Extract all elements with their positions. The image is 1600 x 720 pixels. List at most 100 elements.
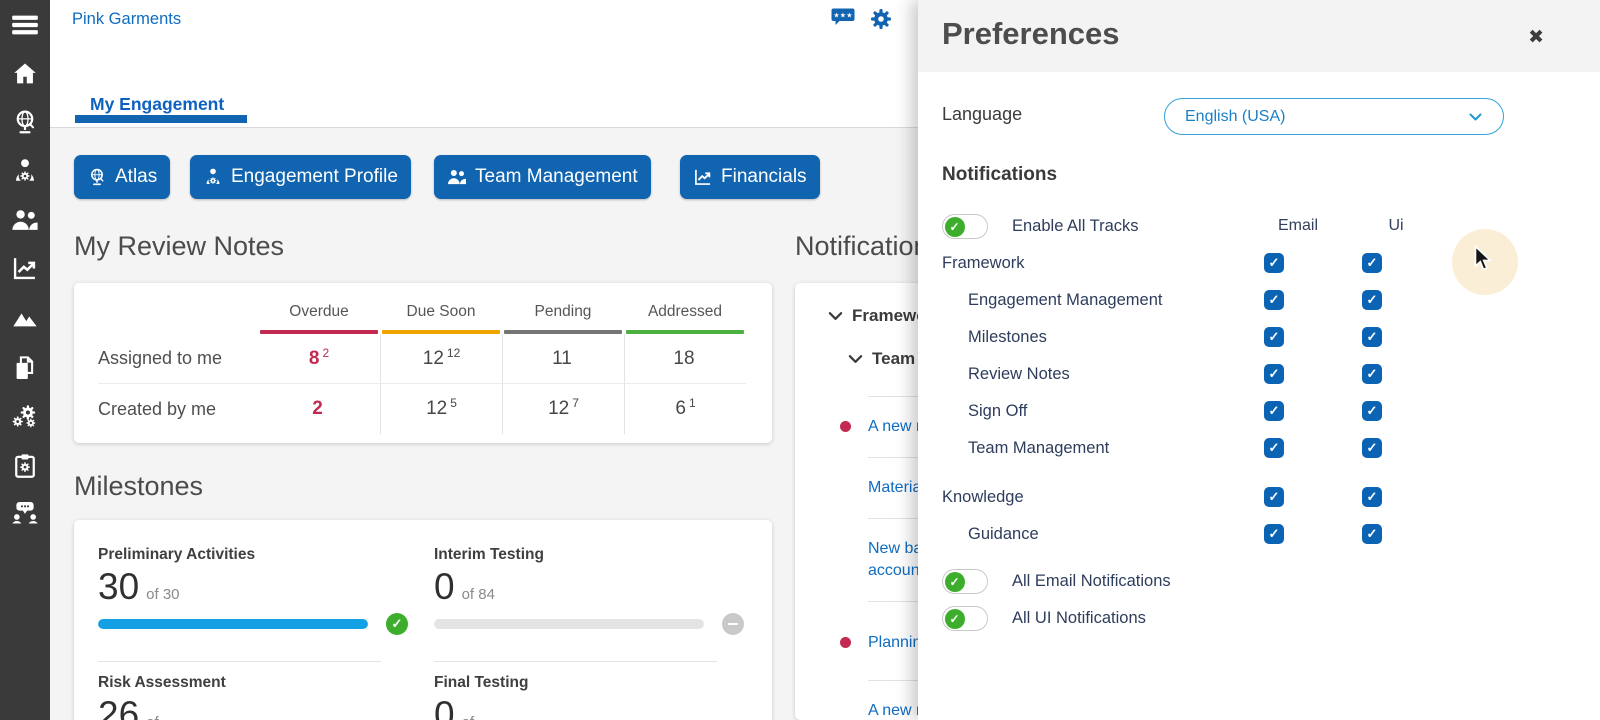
email-checkbox[interactable] — [1264, 290, 1284, 310]
globe-icon — [87, 167, 107, 187]
ui-checkbox[interactable] — [1362, 327, 1382, 347]
track-row-sign-off: Sign Off — [942, 401, 1462, 421]
enable-all-tracks-toggle[interactable] — [942, 214, 988, 239]
active-tab-underline — [75, 115, 247, 123]
email-checkbox[interactable] — [1264, 438, 1284, 458]
divider — [98, 661, 381, 662]
financials-button[interactable]: Financials — [680, 155, 820, 199]
home-icon[interactable] — [11, 60, 39, 88]
notification-tracks: Framework Engagement Management Mileston… — [942, 253, 1462, 561]
track-row-guidance: Guidance — [942, 524, 1462, 544]
ui-checkbox[interactable] — [1362, 253, 1382, 273]
email-checkbox[interactable] — [1264, 364, 1284, 384]
track-row-review-notes: Review Notes — [942, 364, 1462, 384]
table-cell[interactable]: 12 5 — [380, 384, 502, 434]
all-email-notifications-toggle[interactable] — [942, 569, 988, 594]
ui-checkbox[interactable] — [1362, 290, 1382, 310]
notifications-section-heading: Notifications — [942, 164, 1058, 185]
overdue-underline — [260, 330, 378, 334]
feedback-stars-icon[interactable]: ★★★ — [831, 8, 855, 29]
addressed-underline — [626, 330, 744, 334]
table-cell[interactable]: 12 12 — [380, 334, 502, 384]
milestone-column: Preliminary Activities 30 of 30 ✓ Risk As… — [98, 520, 418, 720]
chevron-down-icon — [848, 353, 863, 365]
ui-checkbox[interactable] — [1362, 438, 1382, 458]
atlas-globe-icon[interactable] — [11, 108, 39, 136]
unread-dot — [840, 637, 851, 648]
not-started-minus-icon — [722, 613, 744, 635]
column-header: Due Soon — [406, 303, 476, 320]
pending-underline — [504, 330, 622, 334]
ui-checkbox[interactable] — [1362, 401, 1382, 421]
ui-checkbox[interactable] — [1362, 487, 1382, 507]
track-row-engagement-management: Engagement Management — [942, 290, 1462, 310]
ui-checkbox[interactable] — [1362, 364, 1382, 384]
review-notes-title: My Review Notes — [74, 231, 285, 261]
column-header: Overdue — [289, 303, 349, 320]
all-ui-notifications-toggle[interactable] — [942, 606, 988, 631]
ui-column-header: Ui — [1388, 217, 1404, 234]
atlas-button[interactable]: Atlas — [74, 155, 171, 199]
app-sidebar — [0, 0, 50, 720]
people-icon — [447, 167, 467, 187]
milestone-name: Final Testing — [434, 674, 529, 691]
all-email-notifications-row: All Email Notifications — [942, 569, 1171, 594]
milestones-mountains-icon[interactable] — [11, 303, 39, 331]
preferences-header — [918, 0, 1600, 72]
row-label: Created by me — [98, 398, 217, 419]
email-checkbox[interactable] — [1264, 524, 1284, 544]
due-soon-underline — [382, 330, 500, 334]
team-icon[interactable] — [11, 206, 39, 234]
milestone-name: Preliminary Activities — [98, 546, 256, 563]
table-cell[interactable]: 2 — [312, 398, 323, 419]
trend-chart-icon — [693, 167, 713, 187]
notifications-title: Notifications — [795, 231, 943, 261]
automation-gears-icon[interactable] — [11, 402, 39, 430]
track-row-knowledge: Knowledge — [942, 487, 1462, 507]
financials-chart-icon[interactable] — [11, 254, 39, 282]
language-dropdown[interactable]: English (USA) — [1164, 98, 1504, 135]
notification-group-team[interactable]: Team — [848, 349, 1395, 369]
engagement-profile-button[interactable]: Engagement Profile — [190, 155, 411, 199]
email-checkbox[interactable] — [1264, 487, 1284, 507]
unread-dot — [840, 421, 851, 432]
table-cell[interactable]: 18 — [624, 334, 746, 384]
review-notes-card: Overdue Due Soon Pending Addressed Assig… — [74, 283, 772, 443]
feedback-stars-glyph: ★★★ — [833, 11, 852, 20]
ui-checkbox[interactable] — [1362, 524, 1382, 544]
client-name-link[interactable]: Pink Garments — [72, 10, 182, 28]
progress-bar — [434, 619, 704, 629]
milestone-count: 0 of 84 — [434, 566, 495, 607]
settings-gear-icon[interactable] — [869, 7, 893, 31]
email-column-header: Email — [1277, 217, 1318, 234]
all-ui-notifications-row: All UI Notifications — [942, 606, 1146, 631]
documents-icon[interactable] — [11, 354, 39, 382]
divider — [434, 661, 717, 662]
chevron-down-icon — [828, 310, 843, 322]
email-checkbox[interactable] — [1264, 327, 1284, 347]
close-icon[interactable]: ✖ — [1528, 27, 1544, 48]
engagement-profile-icon[interactable] — [11, 157, 39, 185]
notification-link[interactable]: Planning — [868, 634, 931, 651]
track-row-framework: Framework — [942, 253, 1462, 273]
tab-my-engagement[interactable]: My Engagement — [90, 94, 225, 114]
row-label: Assigned to me — [98, 334, 258, 384]
tasks-clipboard-icon[interactable] — [11, 452, 39, 480]
all-email-notifications-label: All Email Notifications — [1012, 572, 1171, 590]
column-header: Addressed — [647, 303, 723, 320]
table-cell[interactable]: 11 — [502, 334, 624, 384]
table-cell[interactable]: 12 7 — [502, 384, 624, 434]
all-ui-notifications-label: All UI Notifications — [1012, 609, 1146, 627]
chevron-down-icon — [1468, 112, 1483, 122]
collaboration-icon[interactable] — [11, 499, 39, 527]
milestone-count: 26of — [98, 694, 159, 720]
preferences-title: Preferences — [942, 16, 1120, 51]
email-checkbox[interactable] — [1264, 401, 1284, 421]
menu-icon[interactable] — [10, 11, 40, 39]
milestones-card: Preliminary Activities 30 of 30 ✓ Risk As… — [74, 520, 772, 720]
email-checkbox[interactable] — [1264, 253, 1284, 273]
team-management-button[interactable]: Team Management — [434, 155, 651, 199]
track-row-team-management: Team Management — [942, 438, 1462, 458]
